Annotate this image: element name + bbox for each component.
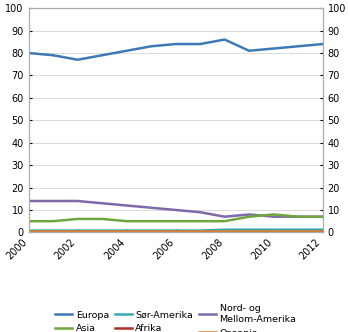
Legend: Europa, Asia, Sør-Amerika, Afrika, Nord- og
Mellom-Amerika, Oseania: Europa, Asia, Sør-Amerika, Afrika, Nord-… xyxy=(55,304,296,332)
